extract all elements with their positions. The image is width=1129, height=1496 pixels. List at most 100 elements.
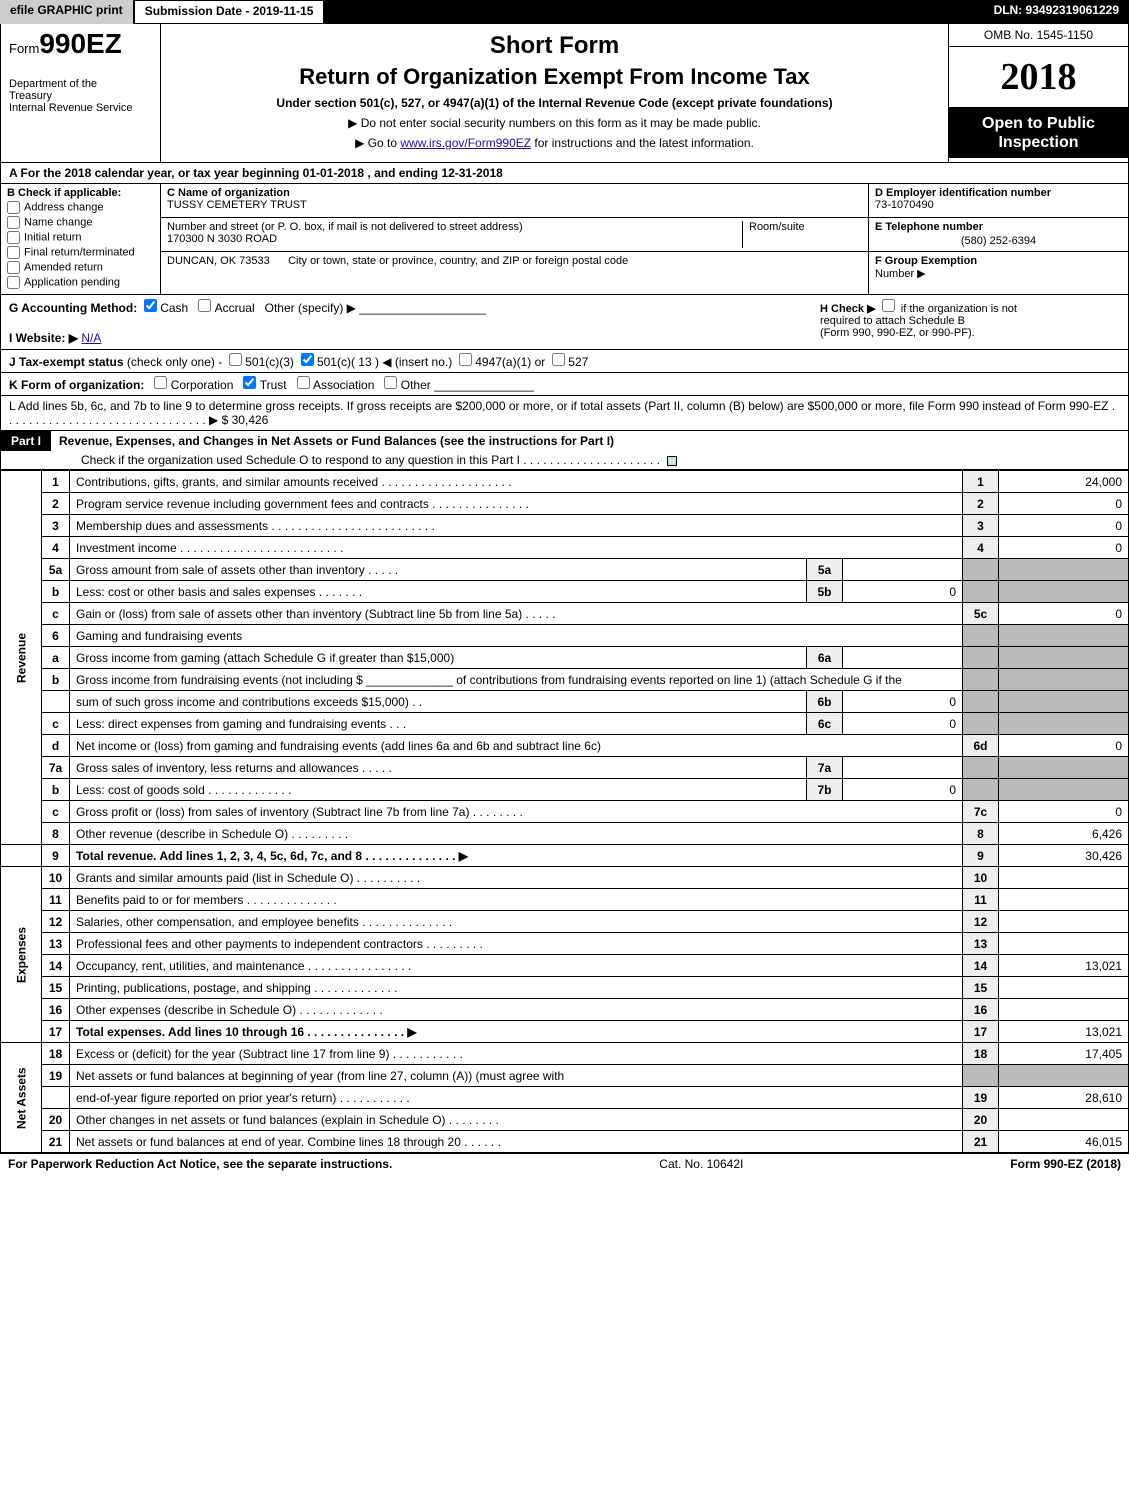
l6b2-subnum: 6b [807, 691, 843, 713]
chk-4947[interactable] [459, 353, 472, 366]
chk-amended-return[interactable] [7, 261, 20, 274]
website-value[interactable]: N/A [81, 331, 101, 345]
chk-name-change[interactable] [7, 216, 20, 229]
form-number-block: Form990EZ Department of the Treasury Int… [1, 24, 161, 162]
section-d-right: D Employer identification number 73-1070… [868, 184, 1128, 294]
l20-desc: Other changes in net assets or fund bala… [70, 1109, 963, 1131]
tax-year: 2018 [949, 47, 1128, 108]
d-label: D Employer identification number [875, 187, 1122, 199]
l8-amt: 6,426 [999, 823, 1129, 845]
city-label: City or town, state or province, country… [288, 255, 628, 267]
lbl-501c3: 501(c)(3) [245, 355, 294, 369]
l6b-rshade [963, 669, 999, 691]
e-label: E Telephone number [875, 221, 1122, 233]
l6b2-subamt: 0 [843, 691, 963, 713]
l15-rnum: 15 [963, 977, 999, 999]
l21-rnum: 21 [963, 1131, 999, 1153]
l5b-ashade [999, 581, 1129, 603]
l5c-rnum: 5c [963, 603, 999, 625]
chk-accrual[interactable] [198, 299, 211, 312]
lbl-initial-return: Initial return [24, 231, 81, 243]
l6-desc: Gaming and fundraising events [70, 625, 963, 647]
i-label: I Website: ▶ [9, 331, 78, 345]
chk-corp[interactable] [154, 376, 167, 389]
l7b-rshade [963, 779, 999, 801]
irs-link[interactable]: www.irs.gov/Form990EZ [400, 136, 531, 150]
l1-num: 1 [42, 471, 70, 493]
l6a-ashade [999, 647, 1129, 669]
submission-date-box: Submission Date - 2019-11-15 [134, 0, 325, 24]
l6b2-rshade [963, 691, 999, 713]
chk-501c[interactable] [301, 353, 314, 366]
l6d-desc: Net income or (loss) from gaming and fun… [70, 735, 963, 757]
l6-ashade [999, 625, 1129, 647]
l6c-num: c [42, 713, 70, 735]
lbl-address-change: Address change [24, 201, 104, 213]
l6-num: 6 [42, 625, 70, 647]
l5b-subnum: 5b [807, 581, 843, 603]
city-value: DUNCAN, OK 73533 [167, 255, 270, 267]
l6b2-num [42, 691, 70, 713]
org-name: TUSSY CEMETERY TRUST [167, 199, 862, 211]
l7c-desc: Gross profit or (loss) from sales of inv… [70, 801, 963, 823]
chk-trust[interactable] [243, 376, 256, 389]
l5a-rshade [963, 559, 999, 581]
line-j: J Tax-exempt status (check only one) - 5… [0, 350, 1129, 373]
chk-527[interactable] [552, 353, 565, 366]
c-label: C Name of organization [167, 187, 862, 199]
chk-cash[interactable] [144, 299, 157, 312]
l6-rshade [963, 625, 999, 647]
l13-num: 13 [42, 933, 70, 955]
chk-initial-return[interactable] [7, 231, 20, 244]
lbl-corp: Corporation [171, 378, 234, 392]
l5b-num: b [42, 581, 70, 603]
l6b2-desc: sum of such gross income and contributio… [70, 691, 807, 713]
chk-501c3[interactable] [229, 353, 242, 366]
l5b-subamt: 0 [843, 581, 963, 603]
lbl-4947: 4947(a)(1) or [475, 355, 545, 369]
l6b-desc: Gross income from fundraising events (no… [70, 669, 963, 691]
part1-label: Part I [1, 431, 51, 451]
chk-final-return[interactable] [7, 246, 20, 259]
l6b-ashade [999, 669, 1129, 691]
chk-application-pending[interactable] [7, 276, 20, 289]
revenue-end-spacer [1, 845, 42, 867]
l16-desc: Other expenses (describe in Schedule O) … [70, 999, 963, 1021]
section-b-block: B Check if applicable: Address change Na… [0, 184, 1129, 295]
l5a-num: 5a [42, 559, 70, 581]
form-right-block: OMB No. 1545-1150 2018 Open to Public In… [948, 24, 1128, 162]
form-number: 990EZ [39, 28, 122, 59]
l10-desc: Grants and similar amounts paid (list in… [70, 867, 963, 889]
l6d-amt: 0 [999, 735, 1129, 757]
l9-rnum: 9 [963, 845, 999, 867]
chk-other-org[interactable] [384, 376, 397, 389]
l5b-desc: Less: cost or other basis and sales expe… [70, 581, 807, 603]
chk-address-change[interactable] [7, 201, 20, 214]
omb-number: OMB No. 1545-1150 [949, 24, 1128, 47]
l3-desc: Membership dues and assessments . . . . … [70, 515, 963, 537]
form-note2: ▶ Go to www.irs.gov/Form990EZ for instru… [171, 136, 938, 150]
l5a-subamt [843, 559, 963, 581]
l7c-num: c [42, 801, 70, 823]
line-k: K Form of organization: Corporation Trus… [0, 373, 1129, 396]
line-a-end: 12-31-2018 [441, 166, 502, 180]
l12-amt [999, 911, 1129, 933]
efile-print-button[interactable]: efile GRAPHIC print [0, 0, 134, 24]
l19b-rnum: 19 [963, 1087, 999, 1109]
expenses-vlabel: Expenses [1, 867, 42, 1043]
l12-rnum: 12 [963, 911, 999, 933]
chk-assoc[interactable] [297, 376, 310, 389]
l3-num: 3 [42, 515, 70, 537]
l8-desc: Other revenue (describe in Schedule O) .… [70, 823, 963, 845]
l21-num: 21 [42, 1131, 70, 1153]
footer-mid: Cat. No. 10642I [659, 1157, 743, 1171]
l3-rnum: 3 [963, 515, 999, 537]
l6a-rshade [963, 647, 999, 669]
l14-num: 14 [42, 955, 70, 977]
l2-rnum: 2 [963, 493, 999, 515]
chk-h[interactable] [882, 299, 895, 312]
form-title: Return of Organization Exempt From Incom… [171, 64, 938, 90]
room-label: Room/suite [749, 221, 862, 233]
line-a: A For the 2018 calendar year, or tax yea… [0, 163, 1129, 184]
lbl-accrual: Accrual [215, 301, 255, 315]
